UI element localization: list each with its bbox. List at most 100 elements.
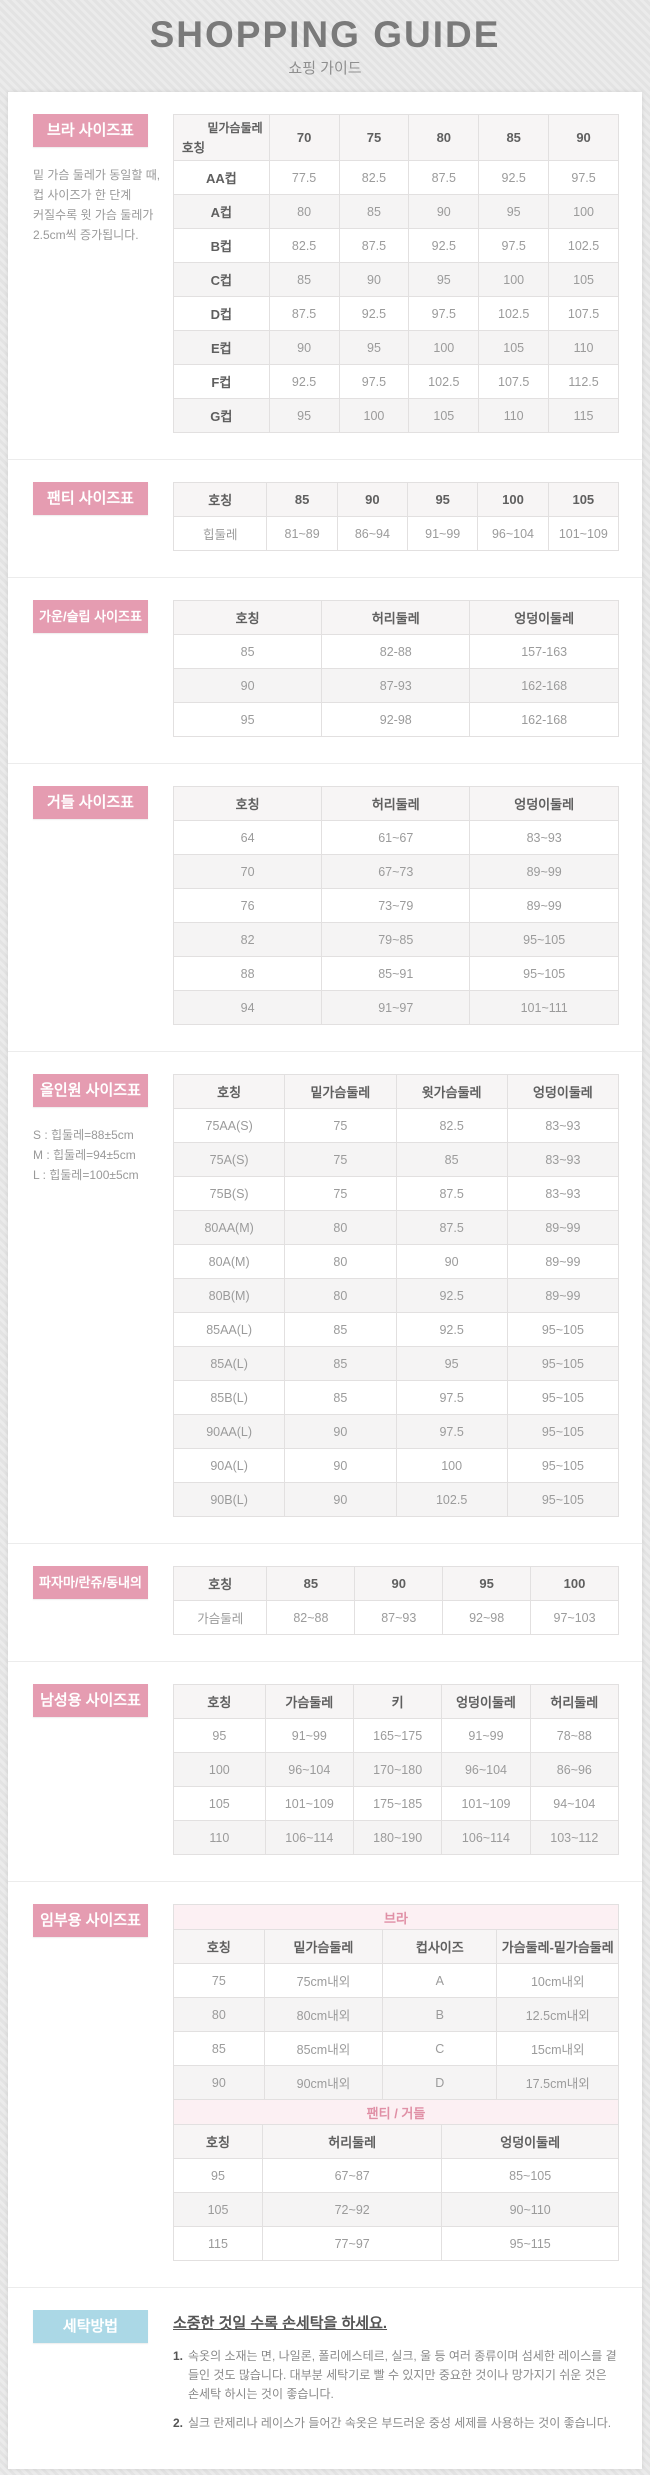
section-maternity-right: 브라 호칭 밑가슴둘레 컵사이즈 가슴둘레-밑가슴둘레 75 75cm내외 A 10cm내외 80… <box>173 1904 619 2261</box>
table-cell: 82-88 <box>321 634 471 669</box>
section-gown-left: 가운/슬립 사이즈표 <box>33 600 173 737</box>
table-header-row: 호칭 85 90 95 100 105 <box>172 482 620 517</box>
size-table: 호칭 허리둘레 엉덩이둘레 85 82-88 157-163 90 87-93 162-168 9… <box>172 600 619 737</box>
table-header-cell: 80 <box>408 114 480 161</box>
table-header-cell: 90 <box>548 114 619 161</box>
table-row: 가슴둘레 82~88 87~93 92~98 97~103 <box>172 1600 619 1635</box>
section-maternity-sizes: 임부용 사이즈표 브라 호칭 밑가슴둘레 컵사이즈 가슴둘레-밑가슴둘레 75 75cm내외… <box>8 1881 642 2287</box>
table-row: 90AA(L) 90 97.5 95~105 <box>172 1414 620 1449</box>
table-row: 95 92-98 162-168 <box>172 702 619 737</box>
section-girdle-sizes: 거들 사이즈표 호칭 허리둘레 엉덩이둘레 64 61~67 83~93 70 67~73 89… <box>8 763 642 1051</box>
section-mens-left: 남성용 사이즈표 <box>33 1684 173 1855</box>
table-row: 64 61~67 83~93 <box>172 820 619 855</box>
section-allinone-left: 올인원 사이즈표 S : 힙둘레=88±5cm M : 힙둘레=94±5cm L… <box>33 1074 173 1517</box>
table-cell: 87.5 <box>338 228 410 263</box>
table-cell: 72~92 <box>261 2192 443 2227</box>
table-cell: 157-163 <box>469 634 619 669</box>
table-cell: 180~190 <box>352 1820 443 1855</box>
table-cell: 90 <box>284 1482 397 1517</box>
table-header-cell: 호칭 <box>173 2124 263 2159</box>
table-header-cell: 85 <box>266 1566 356 1601</box>
table-cell: 92.5 <box>395 1278 508 1313</box>
diagonal-header-cell: 밑가슴둘레 호칭 <box>173 114 270 161</box>
size-table: 밑가슴둘레 호칭 70 75 80 85 90 AA컵 77.5 82.5 87.5 92.5 97.5… <box>173 114 619 433</box>
maternity-panty-girdle-table: 팬티 / 거들 호칭 허리둘레 엉덩이둘레 95 67~87 85~105 105 72~92 9… <box>173 2099 619 2261</box>
table-cell: 96~104 <box>441 1752 531 1787</box>
table-row: 90B(L) 90 102.5 95~105 <box>172 1482 620 1517</box>
table-cell: 90 <box>268 330 340 365</box>
table-row: 85AA(L) 85 92.5 95~105 <box>172 1312 620 1347</box>
table-cell: 76 <box>172 888 323 923</box>
section-panty-sizes: 팬티 사이즈표 호칭 85 90 95 100 105 힙둘레 81~89 86~94 91~99… <box>8 459 642 577</box>
section-bra-left: 브라 사이즈표 밑 가슴 둘레가 동일할 때, 컵 사이즈가 한 단계 커질수록… <box>33 114 173 433</box>
table-subtitle-row: 팬티 / 거들 <box>173 2099 619 2125</box>
table-cell: 73~79 <box>321 888 471 923</box>
table-cell: 85 <box>284 1346 397 1381</box>
table-header-cell: 가슴둘레-밑가슴둘레 <box>496 1929 619 1964</box>
table-cell: 80B(M) <box>172 1278 286 1313</box>
table-cell: 67~87 <box>261 2158 443 2193</box>
table-header-row: 호칭 밑가슴둘레 컵사이즈 가슴둘레-밑가슴둘레 <box>173 1929 619 1964</box>
table-cell: 85 <box>172 634 323 669</box>
table-header-cell: 윗가슴둘레 <box>395 1074 508 1109</box>
table-cell: 110 <box>548 330 619 365</box>
allinone-note-line: M : 힙둘레=94±5cm <box>33 1148 136 1162</box>
table-cell: 87.5 <box>395 1210 508 1245</box>
table-header-cell: 105 <box>547 482 620 517</box>
diagonal-header-top: 밑가슴둘레 <box>207 121 263 135</box>
table-cell: 85 <box>395 1142 508 1177</box>
table-cell: 95~105 <box>506 1380 620 1415</box>
table-cell: A컵 <box>173 194 270 229</box>
table-cell: 95 <box>478 194 550 229</box>
table-header-cell: 95 <box>407 482 479 517</box>
table-cell: 102.5 <box>408 364 480 399</box>
table-cell: 101~109 <box>547 516 620 551</box>
table-row: 85 85cm내외 C 15cm내외 <box>173 2031 619 2066</box>
table-header-cell: 호칭 <box>172 786 323 821</box>
table-cell: 82.5 <box>395 1108 508 1143</box>
table-header-row: 호칭 허리둘레 엉덩이둘레 <box>172 786 619 821</box>
table-cell: 80A(M) <box>172 1244 286 1279</box>
section-bra-sizes: 브라 사이즈표 밑 가슴 둘레가 동일할 때, 컵 사이즈가 한 단계 커질수록… <box>8 92 642 459</box>
section-girdle-left: 거들 사이즈표 <box>33 786 173 1025</box>
table-cell: 67~73 <box>321 854 471 889</box>
table-row: 85 82-88 157-163 <box>172 634 619 669</box>
washing-item-text: 속옷의 소재는 면, 나일론, 폴리에스테르, 실크, 울 등 여러 종류이며 … <box>188 2349 617 2401</box>
table-cell: 83~93 <box>506 1142 620 1177</box>
table-header-row: 호칭 허리둘레 엉덩이둘레 <box>173 2124 619 2159</box>
table-header-cell: 100 <box>530 1566 619 1601</box>
table-cell: 105 <box>173 1786 266 1821</box>
table-cell: 85B(L) <box>172 1380 286 1415</box>
section-washing-right: 소중한 것일 수록 손세탁을 하세요. 1. 속옷의 소재는 면, 나일론, 폴… <box>173 2310 619 2443</box>
table-cell: 87~93 <box>354 1600 444 1635</box>
table-cell: 90 <box>173 2065 265 2100</box>
allinone-size-table: 호칭 밑가슴둘레 윗가슴둘레 엉덩이둘레 75AA(S) 75 82.5 83~93 75A(S… <box>172 1074 620 1517</box>
table-cell: 96~104 <box>477 516 549 551</box>
table-cell: 165~175 <box>352 1718 443 1753</box>
section-pajama-sizes: 파자마/란쥬/동내의 호칭 85 90 95 100 가슴둘레 82~88 87~93 92~9… <box>8 1543 642 1661</box>
table-row: 90 90cm내외 D 17.5cm내외 <box>173 2065 619 2100</box>
table-header-cell: 70 <box>268 114 340 161</box>
table-cell: 87.5 <box>395 1176 508 1211</box>
table-cell: 70 <box>172 854 323 889</box>
table-header-cell: 엉덩이둘레 <box>441 1684 531 1719</box>
table-row: 75AA(S) 75 82.5 83~93 <box>172 1108 620 1143</box>
table-cell: 85 <box>338 194 410 229</box>
table-row: 110 106~114 180~190 106~114 103~112 <box>173 1820 620 1855</box>
table-cell: 87-93 <box>321 668 471 703</box>
table-cell: 82~88 <box>266 1600 356 1635</box>
table-row: 105 101~109 175~185 101~109 94~104 <box>173 1786 620 1821</box>
table-cell: 95 <box>408 262 480 297</box>
table-cell: 92-98 <box>321 702 471 737</box>
table-cell: 77.5 <box>268 160 340 195</box>
table-header-cell: 호칭 <box>173 1929 265 1964</box>
table-cell: 105 <box>173 2192 263 2227</box>
washing-title: 소중한 것일 수록 손세탁을 하세요. <box>173 2315 388 2332</box>
section-washing: 세탁방법 소중한 것일 수록 손세탁을 하세요. 1. 속옷의 소재는 면, 나… <box>8 2287 642 2469</box>
table-cell: 90 <box>172 668 323 703</box>
table-cell: 85 <box>173 2031 265 2066</box>
table-cell: 90A(L) <box>172 1448 286 1483</box>
table-cell: 90AA(L) <box>172 1414 286 1449</box>
table-cell: 95~105 <box>469 956 619 991</box>
table-cell: 115 <box>548 398 619 433</box>
